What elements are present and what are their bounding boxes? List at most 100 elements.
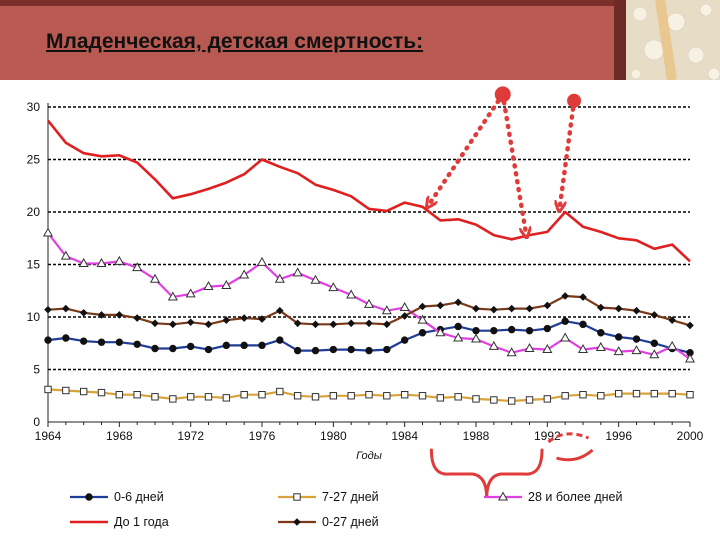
data-point (293, 346, 302, 355)
annotations (430, 86, 594, 499)
data-point (78, 257, 89, 267)
data-point (222, 341, 231, 350)
data-point (632, 306, 641, 315)
data-point (684, 353, 696, 363)
data-point (169, 344, 177, 353)
series-3 (46, 119, 691, 263)
x-tick-label: 1992 (534, 429, 561, 443)
data-point (204, 320, 213, 329)
legend-label: 0-27 дней (322, 515, 379, 529)
data-point (490, 305, 498, 314)
data-point (650, 389, 659, 398)
data-point (258, 341, 266, 350)
x-axis-title: Годы (356, 450, 382, 462)
data-point (418, 329, 427, 337)
data-point (649, 349, 660, 359)
data-point (417, 314, 428, 324)
x-tick-label: 1996 (605, 429, 632, 443)
data-point (650, 339, 659, 347)
data-point (186, 342, 195, 351)
data-point (114, 255, 125, 265)
data-point (115, 338, 124, 346)
y-tick-label: 10 (27, 310, 41, 324)
data-point (365, 319, 373, 328)
data-point (79, 309, 88, 317)
data-point (276, 306, 284, 315)
data-point (167, 291, 178, 301)
data-point (435, 327, 446, 337)
x-tick-label: 1988 (463, 429, 490, 443)
series-group (42, 119, 696, 405)
data-point (310, 274, 321, 284)
data-point (42, 227, 54, 237)
legend-label: 0-6 дней (114, 490, 164, 504)
data-point (365, 391, 373, 399)
data-point (346, 289, 357, 299)
y-tick-label: 5 (33, 363, 40, 377)
data-point (133, 314, 141, 322)
legend-item-4: 0-27 дней (278, 515, 379, 529)
legend-swatch-marker (293, 493, 301, 501)
data-point (44, 385, 52, 394)
data-point (62, 304, 70, 313)
data-point (577, 344, 589, 354)
data-point (347, 392, 355, 400)
data-point (561, 392, 569, 400)
data-point (418, 392, 427, 400)
data-point (490, 326, 498, 335)
data-point (365, 346, 373, 355)
data-point (436, 394, 445, 402)
data-point (488, 340, 499, 350)
data-point (400, 312, 409, 320)
data-point (632, 335, 641, 343)
data-point (561, 292, 569, 300)
data-point (274, 273, 285, 283)
data-point (436, 301, 445, 310)
data-point (79, 337, 88, 345)
data-point (133, 340, 141, 348)
data-point (579, 320, 587, 329)
annotation-ellipse-bottom (556, 448, 594, 462)
x-tick-label: 1972 (177, 429, 204, 443)
data-point (472, 395, 480, 403)
data-point (472, 326, 480, 335)
data-point (185, 288, 196, 298)
data-point (597, 329, 605, 337)
data-point (597, 303, 605, 312)
data-point (400, 391, 409, 399)
axes: 0 5 10 15 20 25 30 1964 1968 1972 1976 1980 1984 1988… (27, 100, 704, 462)
annotation-ellipse-top (547, 432, 590, 444)
data-point (506, 347, 517, 357)
data-point (276, 336, 284, 344)
data-point (668, 389, 676, 398)
data-point (381, 305, 392, 315)
data-point (525, 396, 534, 404)
legend-label: 28 и более дней (528, 490, 622, 504)
data-point (543, 324, 552, 333)
data-point (311, 393, 320, 401)
data-point (97, 388, 106, 397)
x-tick-label: 1968 (106, 429, 133, 443)
data-point (418, 302, 427, 311)
data-point (472, 304, 480, 313)
legend: 0-6 дней 7-27 дней 28 и более дней До 1 год… (70, 490, 622, 529)
data-point (311, 346, 320, 355)
data-point (363, 298, 375, 308)
x-tick-label: 2000 (677, 429, 704, 443)
data-point (276, 387, 284, 396)
data-point (524, 342, 535, 352)
data-point (561, 317, 569, 325)
data-point (525, 326, 534, 335)
data-point (454, 393, 462, 401)
data-point (97, 311, 106, 319)
x-tick-label: 1980 (320, 429, 347, 443)
data-point (614, 333, 623, 341)
y-tick-label: 20 (27, 205, 41, 219)
data-point (686, 321, 694, 330)
data-point (650, 311, 659, 319)
series-0 (44, 317, 694, 357)
data-point (240, 391, 248, 399)
series-line (47, 232, 691, 360)
data-point (686, 391, 694, 399)
data-point (204, 393, 213, 401)
